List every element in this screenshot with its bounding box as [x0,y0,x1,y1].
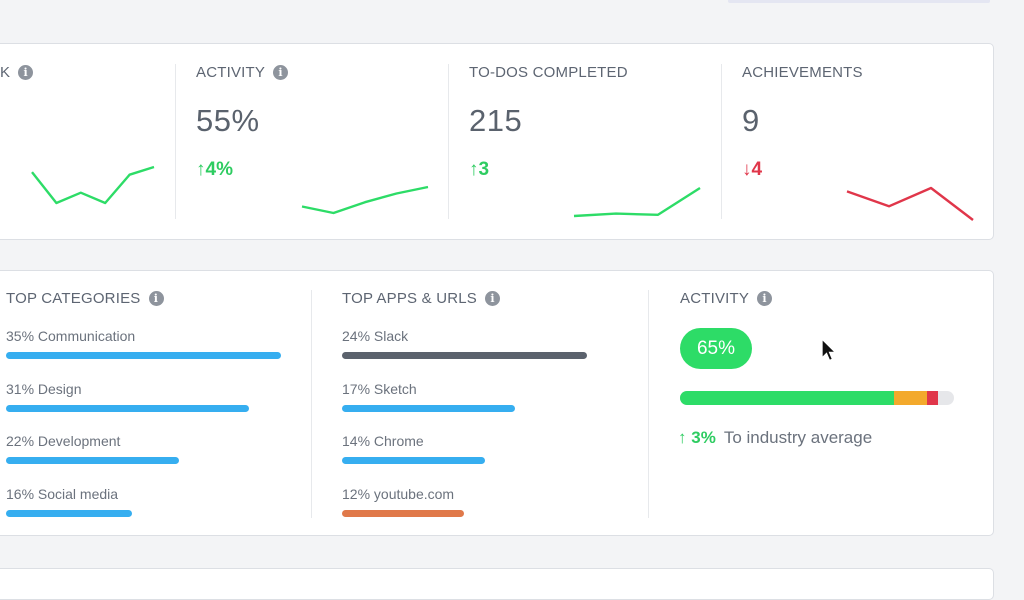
bar-label: 16% Social media [6,485,119,502]
divider [721,64,722,219]
sparkline-path [31,165,155,205]
sparkline-achievements [846,186,974,221]
bar [342,457,485,464]
mouse-cursor-icon [821,338,838,362]
sparkline-path [573,186,701,218]
arrow-up-icon: ↑ [469,159,479,180]
stat-delta-activity: ↑4% [196,159,233,180]
divider [448,64,449,219]
activity-panel-title: ACTIVITY i [680,290,773,307]
next-card [0,568,994,600]
bar-label: 22% Development [6,433,121,449]
divider [311,290,312,518]
stat-value-todos: 215 [469,103,523,138]
info-icon[interactable]: i [148,291,164,306]
bar-label: 12% youtube.com [342,485,455,502]
sparkline-productivity [31,165,155,205]
stat-label-activity: ACTIVITY i [196,64,289,81]
info-icon[interactable]: i [757,291,773,306]
bar [342,404,515,412]
top-categories-title: TOP CATEGORIES i [6,290,164,307]
industry-comparison: ↑ 3% To industry average [678,428,873,447]
divider [175,64,176,219]
info-icon[interactable]: i [18,65,34,80]
bar [6,352,281,359]
stat-value-achievements: 9 [742,103,760,138]
activity-segment-distracting [926,391,938,405]
sparkline-todos [573,186,701,218]
info-icon[interactable]: i [485,291,501,306]
bar [342,509,464,517]
sparkline-path [301,185,429,215]
arrow-up-icon: ↑ [196,159,206,180]
bar [6,404,249,412]
bar [6,509,132,517]
divider [648,290,649,518]
bar-label: 24% Slack [342,328,409,344]
arrow-down-icon: ↓ [742,159,752,180]
stat-delta-todos: ↑3 [469,159,490,180]
top-tab-indicator[interactable] [728,0,990,3]
stat-label-achievements: ACHIEVEMENTS [742,64,863,81]
bar-label: 14% Chrome [342,433,424,449]
bar-label: 35% Communication [6,328,136,344]
sparkline-path [846,186,974,221]
activity-progress-bar [680,391,954,405]
bar [6,457,179,464]
activity-score-badge: 65% [680,328,752,369]
arrow-up-icon: ↑ [678,428,687,447]
stats-card [0,43,994,240]
bar-label: 31% Design [6,380,82,397]
bar [342,352,587,359]
bar-label: 17% Sketch [342,380,417,397]
stat-label-todos: TO-DOS COMPLETED [469,64,628,81]
info-icon[interactable]: i [273,65,289,80]
stat-value-activity: 55% [196,103,260,138]
activity-segment-neutral [893,391,927,405]
sparkline-activity [301,185,429,215]
activity-segment-productive [680,391,894,405]
stat-delta-achievements: ↓4 [742,159,763,180]
top-apps-title: TOP APPS & URLS i [342,290,501,307]
